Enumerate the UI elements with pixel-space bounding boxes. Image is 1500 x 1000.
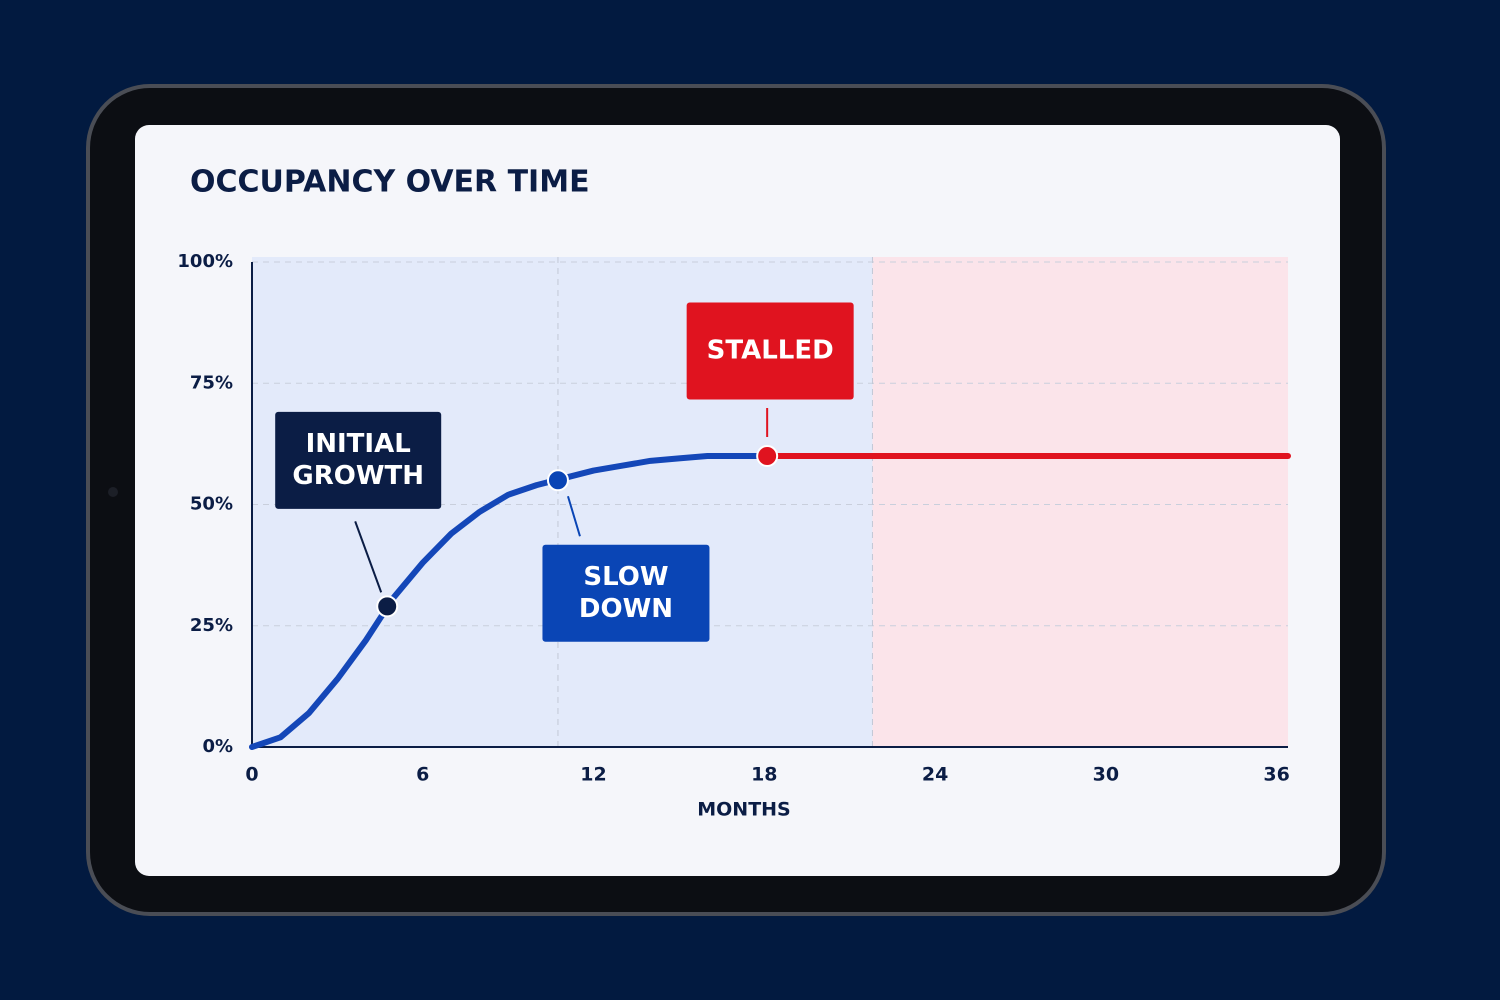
callout-box — [686, 302, 854, 400]
callout-text: STALLED — [707, 336, 834, 366]
region — [872, 257, 1288, 747]
x-tick-label: 30 — [1093, 764, 1119, 786]
y-tick-label: 75% — [190, 372, 233, 393]
chart-title: OCCUPANCY OVER TIME — [190, 165, 590, 200]
camera — [108, 487, 118, 497]
callout-text: SLOW — [583, 562, 668, 592]
x-tick-label: 18 — [751, 764, 777, 786]
y-tick-label: 100% — [177, 251, 233, 272]
data-line — [249, 453, 768, 750]
callout-box — [275, 411, 442, 509]
callout-connector — [567, 495, 581, 537]
x-tick-label: 6 — [416, 764, 429, 786]
callout-connector — [354, 521, 383, 593]
x-tick-label: 36 — [1263, 764, 1289, 786]
x-tick-label: 24 — [922, 764, 948, 786]
y-tick-label: 25% — [190, 615, 233, 636]
callout-text: DOWN — [579, 594, 673, 624]
callout-text: GROWTH — [292, 461, 424, 491]
plot: 0% 25% 50% 75% 100% 0 6 12 18 24 30 36 INITIALGROWTH… — [177, 251, 1291, 786]
y-tick-label: 0% — [202, 736, 233, 757]
callout-point — [376, 595, 399, 618]
callout-box — [542, 544, 710, 642]
callout-text: INITIAL — [306, 429, 411, 459]
callout-point — [756, 445, 779, 467]
x-tick-label: 12 — [580, 764, 606, 786]
x-axis-label: MONTHS — [697, 799, 791, 821]
x-tick-label: 0 — [245, 764, 258, 786]
callout-point — [546, 469, 569, 492]
y-tick-label: 50% — [190, 494, 233, 515]
